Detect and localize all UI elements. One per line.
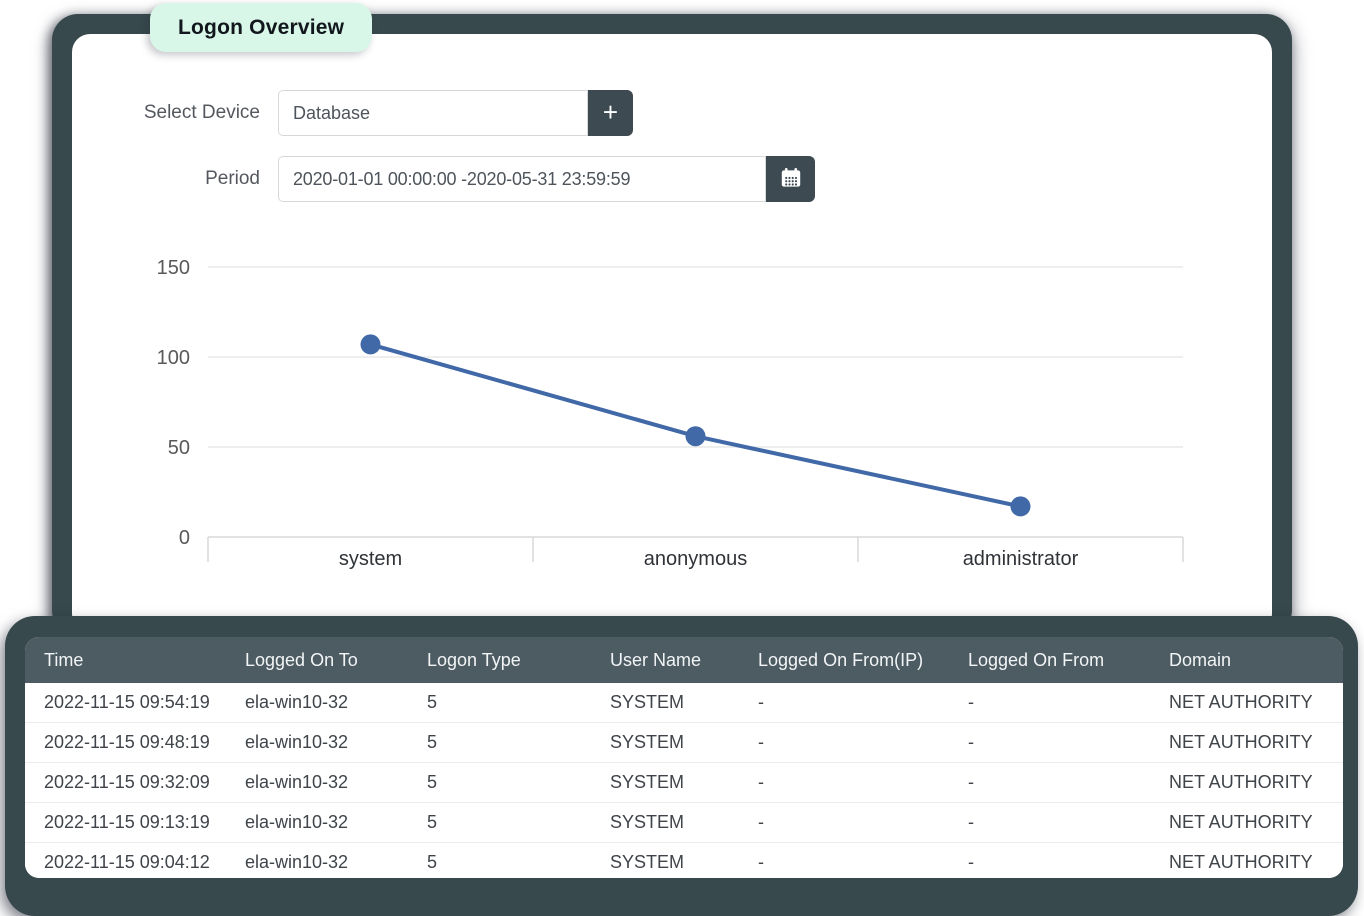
logon-line-chart[interactable]: 0 50 100 150 system anonymous administrator: [72, 34, 1272, 632]
period-form-row: Period: [72, 156, 815, 202]
page-title: Logon Overview: [150, 3, 373, 52]
logon-overview-card: Select Device + Period: [72, 34, 1272, 632]
calendar-icon: [778, 165, 804, 194]
y-axis-tick: 100: [157, 347, 190, 369]
table-cell: SYSTEM: [610, 812, 685, 832]
table-cell: SYSTEM: [610, 772, 685, 792]
table-header-row: Time Logged On To Logon Type User Name Logge…: [25, 637, 1343, 683]
table-cell: -: [968, 692, 974, 712]
table-cell: -: [758, 812, 764, 832]
table-cell: SYSTEM: [610, 852, 685, 872]
table-cell: 5: [427, 772, 438, 792]
table-cell: 5: [427, 852, 438, 872]
table-cell: NET AUTHORITY: [1169, 812, 1313, 832]
table-cell: -: [968, 772, 974, 792]
table-cell: -: [758, 772, 764, 792]
chart-line: [369, 342, 1021, 509]
table-row: 2022-11-15 09:13:19 ela-win10-32 5 SYSTEM - -…: [25, 802, 1343, 842]
column-header: Logged On From: [968, 649, 1105, 670]
table-cell: 5: [427, 692, 438, 712]
table-cell: 2022-11-15 09:04:12: [44, 852, 210, 872]
chart-point[interactable]: [1010, 496, 1031, 517]
x-axis-label: system: [339, 548, 402, 570]
y-axis-tick: 0: [179, 527, 190, 549]
table-cell: NET AUTHORITY: [1169, 692, 1313, 712]
y-axis-tick: 150: [157, 257, 190, 279]
logon-events-table: Time Logged On To Logon Type User Name Logge…: [25, 637, 1343, 878]
table-cell: -: [968, 852, 974, 872]
table-cell: -: [758, 852, 764, 872]
device-input[interactable]: [278, 90, 588, 136]
table-cell: ela-win10-32: [245, 692, 349, 712]
table-cell: ela-win10-32: [245, 812, 349, 832]
table-row: 2022-11-15 09:54:19 ela-win10-32 5 SYSTEM - -…: [25, 683, 1343, 722]
table-row: 2022-11-15 09:48:19 ela-win10-32 5 SYSTEM - -…: [25, 722, 1343, 762]
column-header: Time: [44, 649, 84, 670]
table-row: 2022-11-15 09:32:09 ela-win10-32 5 SYSTEM - -…: [25, 762, 1343, 802]
table-row: 2022-11-15 09:04:12 ela-win10-32 5 SYSTEM - -…: [25, 842, 1343, 878]
y-axis-tick: 50: [168, 437, 190, 459]
date-picker-button[interactable]: [766, 156, 815, 202]
table-cell: -: [968, 812, 974, 832]
device-form-row: Select Device +: [72, 90, 633, 136]
table-cell: 2022-11-15 09:48:19: [44, 732, 210, 752]
add-device-button[interactable]: +: [588, 90, 633, 136]
chart-point[interactable]: [685, 426, 706, 447]
column-header: Logon Type: [427, 649, 521, 670]
table-cell: ela-win10-32: [245, 772, 349, 792]
column-header: Logged On To: [245, 649, 358, 670]
chart-point[interactable]: [360, 334, 381, 355]
table-body: 2022-11-15 09:54:19 ela-win10-32 5 SYSTEM - -…: [25, 683, 1343, 878]
period-input-group: [278, 156, 815, 202]
column-header: Logged On From(IP): [758, 649, 924, 670]
table-cell: SYSTEM: [610, 732, 685, 752]
table-cell: 5: [427, 732, 438, 752]
period-label: Period: [205, 168, 260, 189]
table-cell: ela-win10-32: [245, 732, 349, 752]
table-cell: 5: [427, 812, 438, 832]
column-header: User Name: [610, 649, 702, 670]
chart-canvas: 0 50 100 150 system anonymous administrator: [157, 257, 1184, 570]
device-input-group: +: [278, 90, 633, 136]
period-input[interactable]: [278, 156, 766, 202]
table-cell: 2022-11-15 09:32:09: [44, 772, 210, 792]
table-cell: ela-win10-32: [245, 852, 349, 872]
table-cell: -: [758, 732, 764, 752]
table-cell: -: [758, 692, 764, 712]
x-axis-label: administrator: [963, 548, 1079, 570]
x-axis-label: anonymous: [644, 548, 747, 570]
table-cell: SYSTEM: [610, 692, 685, 712]
table-cell: NET AUTHORITY: [1169, 772, 1313, 792]
table-cell: NET AUTHORITY: [1169, 852, 1313, 872]
table-cell: 2022-11-15 09:54:19: [44, 692, 210, 712]
table-cell: -: [968, 732, 974, 752]
select-device-label: Select Device: [143, 102, 260, 123]
column-header: Domain: [1169, 649, 1232, 670]
table-cell: 2022-11-15 09:13:19: [44, 812, 210, 832]
plus-icon: +: [602, 97, 619, 127]
table-cell: NET AUTHORITY: [1169, 732, 1313, 752]
